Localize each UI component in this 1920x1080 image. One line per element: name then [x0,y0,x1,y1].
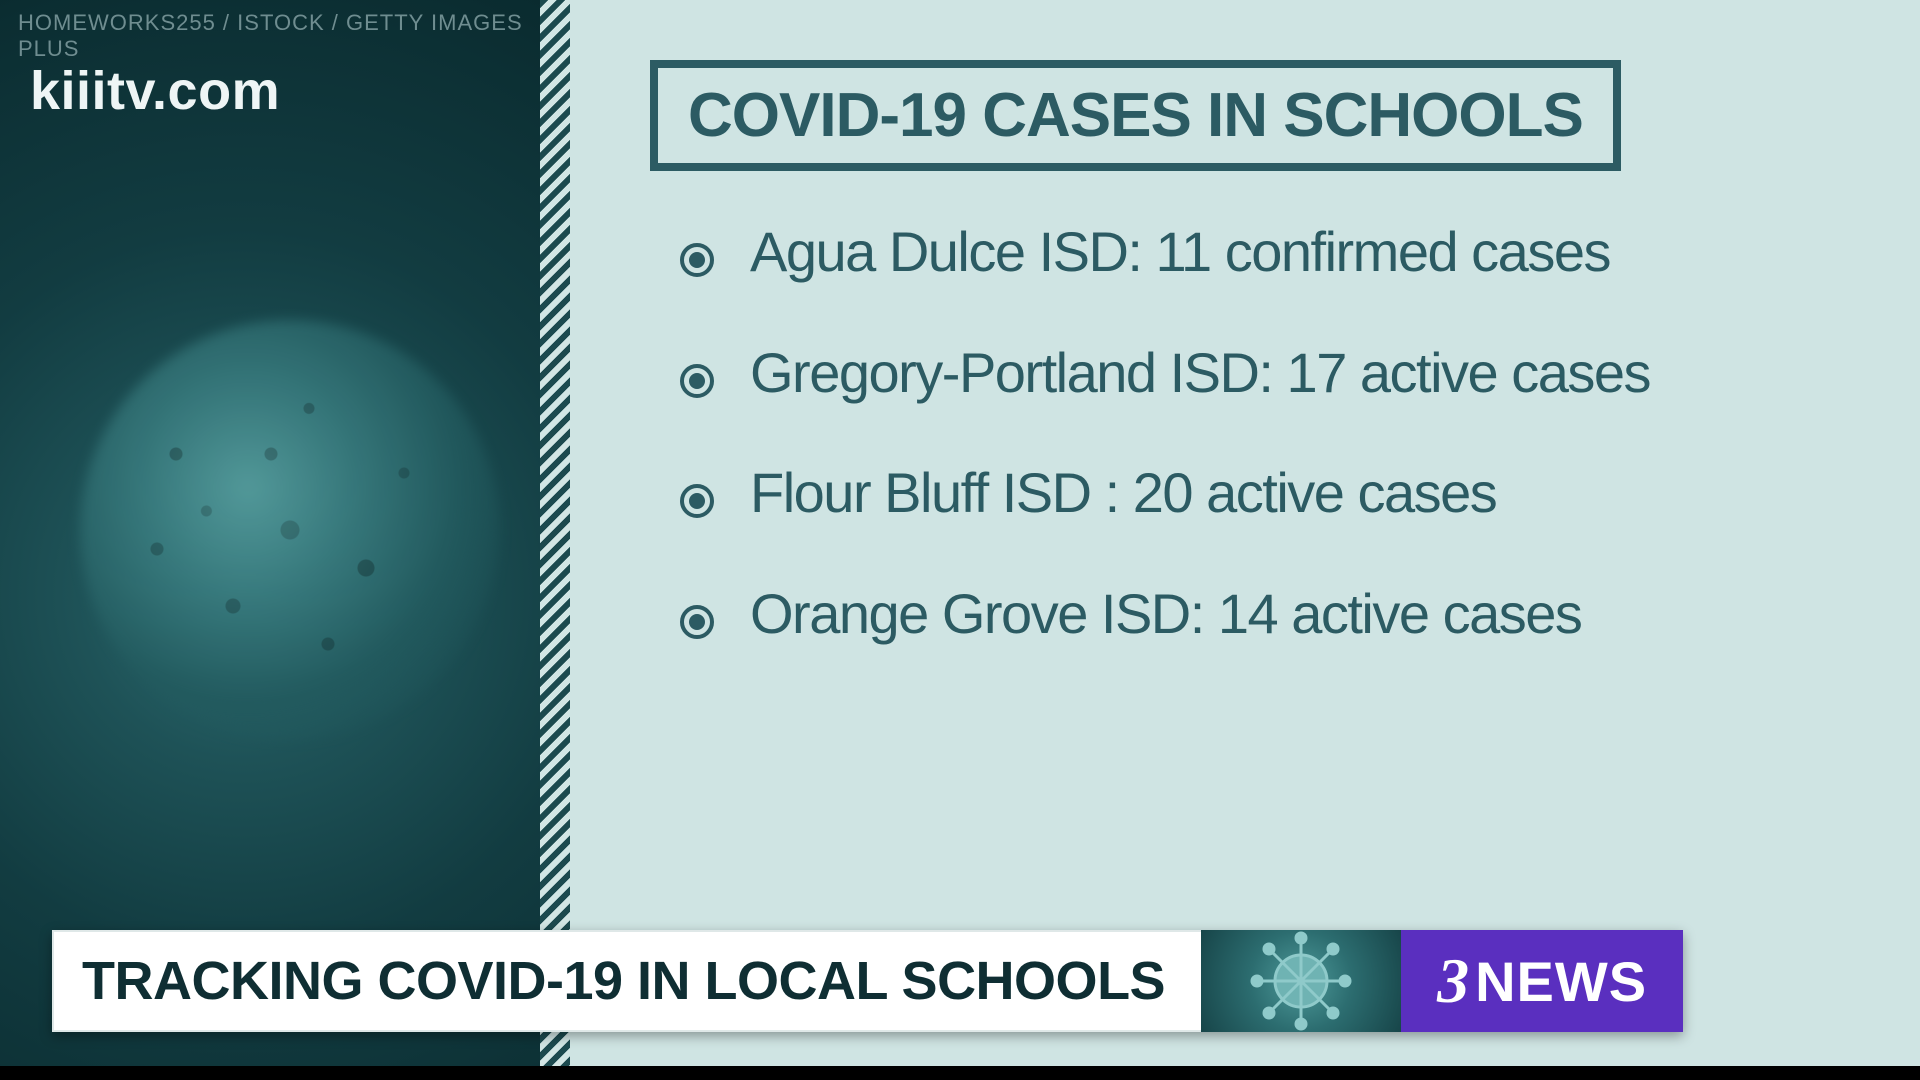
list-item-text: Flour Bluff ISD : 20 active cases [750,461,1496,524]
list-item-text: Orange Grove ISD: 14 active cases [750,582,1581,645]
list-item: Gregory-Portland ISD: 17 active cases [680,342,1850,405]
image-credit-text: HOMEWORKS255 / ISTOCK / GETTY IMAGES PLU… [18,10,540,62]
bullet-icon [680,243,714,277]
info-panel: COVID-19 CASES IN SCHOOLS Agua Dulce ISD… [570,0,1920,1080]
broadcast-graphic-stage: HOMEWORKS255 / ISTOCK / GETTY IMAGES PLU… [0,0,1920,1080]
site-watermark: kiiitv.com [30,60,280,122]
bullet-icon [680,605,714,639]
station-logo: 3 NEWS [1401,930,1683,1032]
panel-title-box: COVID-19 CASES IN SCHOOLS [650,60,1621,171]
logo-word: NEWS [1475,949,1647,1014]
hatched-divider [540,0,570,1080]
bullet-list: Agua Dulce ISD: 11 confirmed cases Grego… [650,221,1850,646]
list-item-text: Agua Dulce ISD: 11 confirmed cases [750,220,1610,283]
letterbox-bottom [0,1066,1920,1080]
list-item: Orange Grove ISD: 14 active cases [680,583,1850,646]
bullet-icon [680,364,714,398]
lower-third-virus-tile [1201,930,1401,1032]
list-item: Agua Dulce ISD: 11 confirmed cases [680,221,1850,284]
left-background-virus: HOMEWORKS255 / ISTOCK / GETTY IMAGES PLU… [0,0,540,1080]
lower-third-headline: TRACKING COVID-19 IN LOCAL SCHOOLS [52,930,1201,1032]
list-item: Flour Bluff ISD : 20 active cases [680,462,1850,525]
panel-title: COVID-19 CASES IN SCHOOLS [688,80,1583,151]
list-item-text: Gregory-Portland ISD: 17 active cases [750,341,1650,404]
lower-third: TRACKING COVID-19 IN LOCAL SCHOOLS 3 NEW… [52,930,1683,1032]
logo-number: 3 [1437,944,1469,1018]
virus-icon [1201,930,1401,1032]
bullet-icon [680,484,714,518]
